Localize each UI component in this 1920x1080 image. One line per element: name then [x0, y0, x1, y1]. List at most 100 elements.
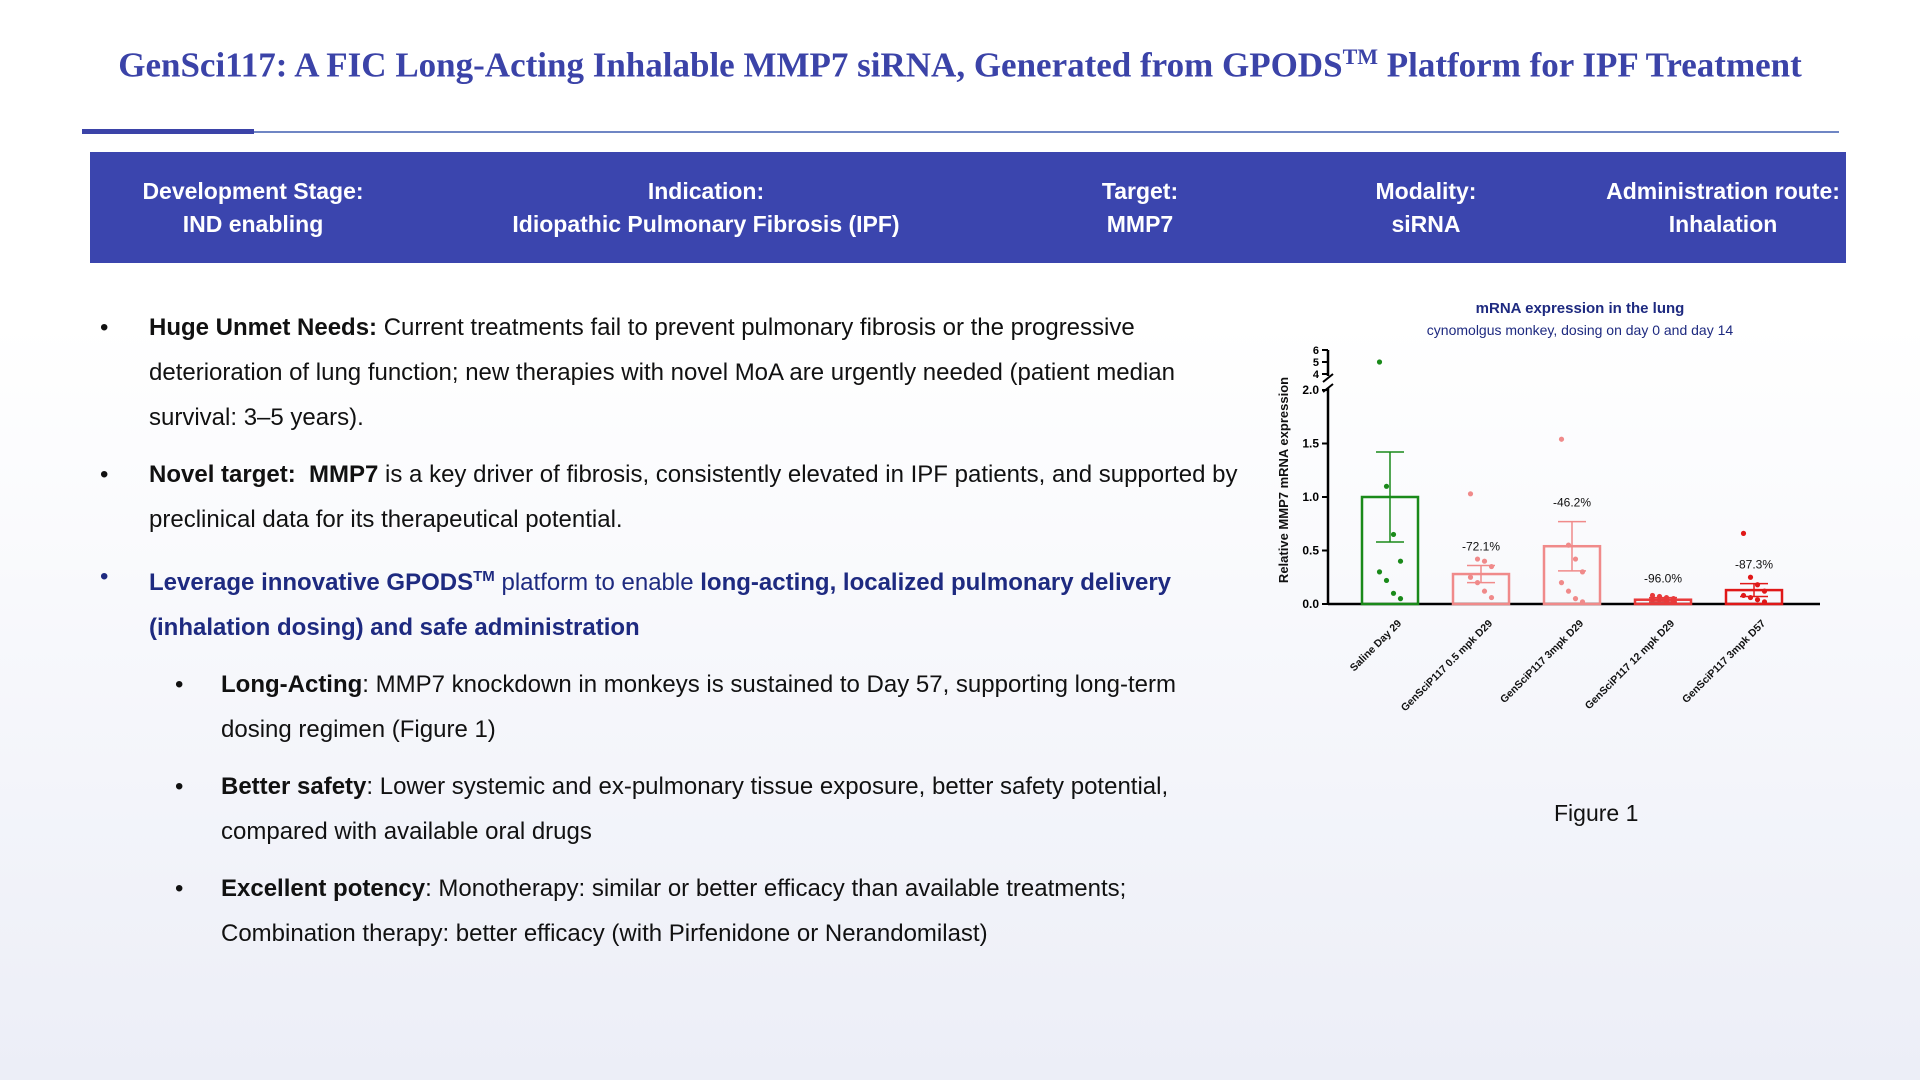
- trademark-sup: TM: [473, 568, 495, 585]
- title-divider-accent: [82, 129, 254, 134]
- bullet-text: Current treatments fail to prevent pulmo…: [149, 314, 1175, 431]
- data-point: [1558, 436, 1565, 442]
- data-point: [1467, 574, 1474, 580]
- banner-value: Inhalation: [1668, 210, 1778, 237]
- axis-break-mark: [1322, 373, 1334, 383]
- data-point: [1488, 563, 1495, 570]
- banner-value: IND enabling: [182, 210, 324, 237]
- bullet-heading: Novel target:: [149, 461, 296, 488]
- x-tick-label: GenSciP117 3mpk D57: [1680, 618, 1768, 706]
- subbullet-better-safety: • Better safety: Lower systemic and ex-p…: [100, 764, 1240, 854]
- data-point: [1481, 588, 1488, 594]
- slide-title: GenSci117: A FIC Long-Acting Inhalable M…: [118, 44, 1802, 85]
- bullet-text: : MMP7 knockdown in monkeys is sustained…: [221, 671, 1177, 743]
- data-point: [1474, 556, 1481, 562]
- y-tick-label: 1.0: [1302, 490, 1319, 504]
- data-point: [1390, 590, 1397, 596]
- x-tick-label: Saline Day 29: [1348, 618, 1404, 674]
- data-point: [1481, 558, 1488, 564]
- y-tick-label: 4: [1313, 369, 1320, 381]
- bullet-icon: •: [100, 461, 109, 488]
- y-tick-label: 0.0: [1302, 597, 1319, 611]
- y-tick-label: 2.0: [1302, 383, 1319, 397]
- y-axis-label: Relative MMP7 mRNA expression: [1276, 377, 1291, 583]
- data-point: [1397, 558, 1404, 564]
- data-point: [1579, 599, 1586, 605]
- bullet-icon: •: [175, 875, 184, 902]
- data-point: [1572, 596, 1579, 602]
- info-banner: Development Stage: IND enabling Indicati…: [90, 152, 1846, 263]
- chart-subtitle: cynomolgus monkey, dosing on day 0 and d…: [1427, 322, 1734, 338]
- banner-value: siRNA: [1391, 210, 1461, 237]
- bullet-heading: Huge Unmet Needs:: [149, 314, 378, 341]
- banner-development-stage: Development Stage: IND enabling: [90, 152, 416, 263]
- y-tick-label: 5: [1313, 357, 1319, 369]
- title-divider: [82, 131, 1839, 133]
- percent-change-label: -87.3%: [1735, 558, 1773, 572]
- banner-label: Development Stage:: [142, 177, 364, 204]
- y-tick-label: 6: [1313, 345, 1319, 357]
- y-tick-label: 0.5: [1302, 544, 1319, 558]
- bullet-novel-target: • Novel target: MMP7 is a key driver of …: [100, 452, 1240, 542]
- data-point: [1670, 599, 1677, 605]
- data-point: [1761, 599, 1768, 605]
- data-point: [1649, 592, 1656, 599]
- data-point: [1565, 588, 1572, 594]
- bullet-target-name: MMP7: [309, 461, 379, 488]
- percent-change-label: -46.2%: [1553, 496, 1591, 510]
- banner-modality: Modality: siRNA: [1326, 152, 1526, 263]
- bullet-heading: Better safety: [221, 773, 367, 800]
- data-point: [1761, 588, 1768, 594]
- data-point: [1488, 594, 1495, 601]
- data-point: [1376, 359, 1383, 365]
- bullet-icon: •: [100, 563, 109, 590]
- chart-title: mRNA expression in the lung: [1476, 300, 1685, 317]
- x-tick-label: GenSciP117 3mpk D29: [1498, 618, 1586, 706]
- bullet-gpods-platform: • Leverage innovative GPODSTM platform t…: [100, 554, 1240, 650]
- data-point: [1572, 556, 1579, 562]
- banner-value: Idiopathic Pulmonary Fibrosis (IPF): [512, 210, 900, 237]
- data-point: [1656, 597, 1663, 603]
- data-point: [1558, 580, 1565, 586]
- bullet-text: is a key driver of fibrosis, consistentl…: [149, 461, 1238, 533]
- percent-change-label: -72.1%: [1462, 539, 1500, 553]
- banner-label: Modality:: [1375, 177, 1477, 204]
- data-point: [1397, 596, 1404, 602]
- banner-administration-route: Administration route: Inhalation: [1590, 152, 1856, 263]
- data-point: [1747, 574, 1754, 580]
- subbullet-long-acting: • Long-Acting: MMP7 knockdown in monkeys…: [100, 662, 1240, 752]
- figure-caption: Figure 1: [1554, 800, 1639, 826]
- bullet-icon: •: [175, 671, 184, 698]
- y-tick-label: 1.5: [1302, 437, 1319, 451]
- data-point: [1383, 577, 1390, 584]
- banner-value: MMP7: [1106, 210, 1174, 237]
- data-point: [1649, 597, 1656, 603]
- data-point: [1747, 594, 1754, 601]
- bullet-text: : Monotherapy: similar or better efficac…: [221, 875, 1127, 947]
- data-point: [1390, 531, 1397, 538]
- bullet-heading: Long-Acting: [221, 671, 363, 698]
- bullet-emphasis: long-acting, localized pulmonary deliver…: [149, 569, 1172, 641]
- data-point: [1740, 530, 1747, 536]
- banner-indication: Indication: Idiopathic Pulmonary Fibrosi…: [456, 152, 956, 263]
- banner-label: Target:: [1101, 177, 1179, 204]
- banner-target: Target: MMP7: [1050, 152, 1230, 263]
- bullet-heading: Excellent potency: [221, 875, 426, 902]
- data-point: [1754, 597, 1761, 603]
- mmp7-bar-chart: mRNA expression in the lung cynomolgus mo…: [1276, 300, 1820, 715]
- data-point: [1474, 580, 1481, 586]
- percent-change-label: -96.0%: [1644, 572, 1682, 586]
- banner-label: Indication:: [647, 177, 765, 204]
- bullet-text: : Lower systemic and ex-pulmonary tissue…: [221, 773, 1169, 845]
- data-point: [1467, 491, 1474, 497]
- bullet-heading: Leverage innovative GPODS: [149, 569, 474, 596]
- x-tick-label: GenSciP117 12 mpk D29: [1583, 618, 1677, 712]
- data-point: [1376, 569, 1383, 575]
- data-point: [1663, 598, 1670, 604]
- bullet-unmet-needs: • Huge Unmet Needs: Current treatments f…: [100, 305, 1240, 440]
- bullet-text: platform to enable: [494, 569, 701, 596]
- x-tick-label: GenSciP117 0.5 mpk D29: [1399, 618, 1496, 715]
- data-point: [1754, 582, 1761, 588]
- bullet-icon: •: [100, 314, 109, 341]
- data-point: [1383, 483, 1390, 489]
